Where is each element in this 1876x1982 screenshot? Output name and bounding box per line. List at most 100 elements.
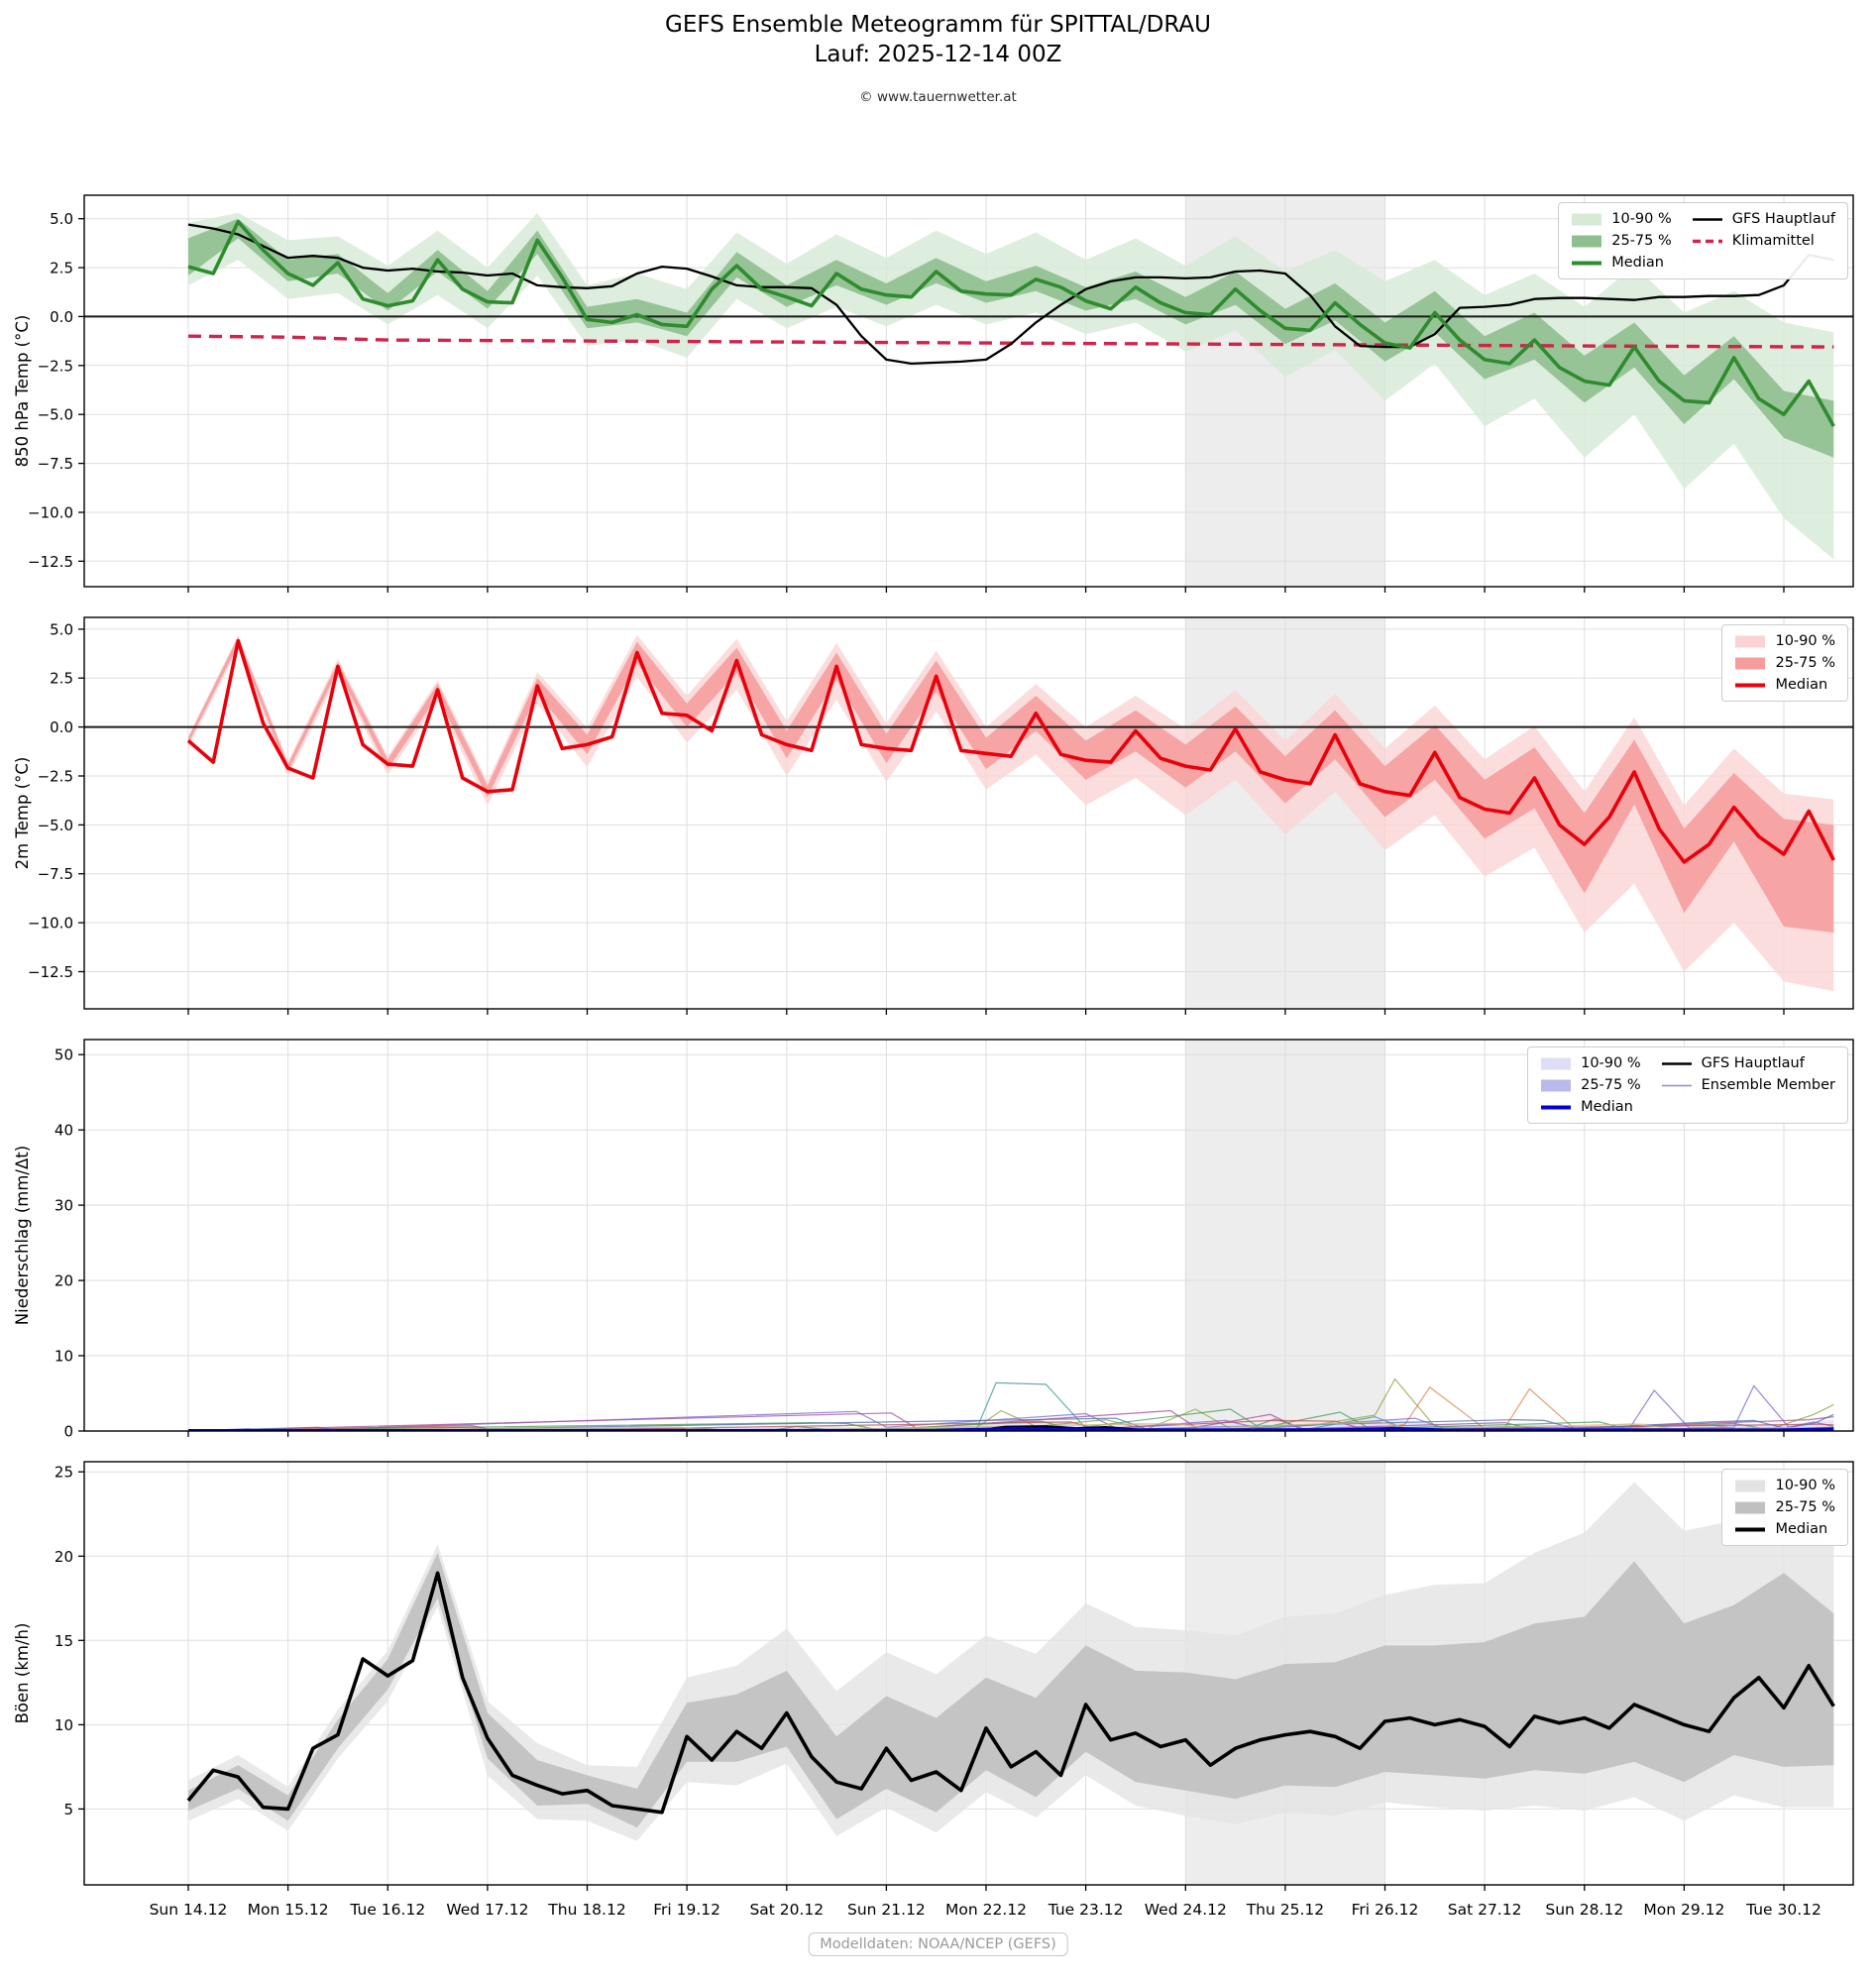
- band-25-75: [188, 218, 1834, 458]
- x-tick-label: Thu 18.12: [547, 1901, 625, 1919]
- legend-label: 10-90 %: [1611, 211, 1672, 227]
- y-axis-label: 2m Temp (°C): [13, 757, 32, 870]
- y-tick-label: −12.5: [28, 553, 73, 571]
- legend-swatch-icon: [1572, 235, 1602, 247]
- x-tick-label: Sun 28.12: [1545, 1901, 1623, 1919]
- y-tick-label: 10: [55, 1348, 73, 1366]
- legend-precip: 10-90 % 25-75 % Median GFS Hauptlauf Ensembl…: [1527, 1046, 1848, 1124]
- median-line: [187, 219, 1835, 427]
- y-tick-label: 2.5: [50, 670, 73, 688]
- legend-entry: GFS Hauptlauf: [1661, 1055, 1835, 1071]
- legend-gusts: 10-90 % 25-75 % Median: [1721, 1469, 1848, 1546]
- y-tick-label: −2.5: [38, 357, 73, 375]
- x-tick-label: Tue 16.12: [349, 1901, 425, 1919]
- legend-swatch-icon: [1735, 683, 1766, 687]
- legend-entry: 10-90 %: [1734, 1478, 1835, 1493]
- x-tick-label: Thu 25.12: [1246, 1901, 1324, 1919]
- legend-label: Median: [1611, 255, 1664, 271]
- y-tick-label: 20: [55, 1272, 73, 1290]
- gfs-hauptlauf-line: [187, 223, 1834, 366]
- y-tick-label: 0.0: [50, 718, 73, 736]
- y-axis-label: Böen (km/h): [13, 1623, 32, 1724]
- legend-entry: 25-75 %: [1734, 1499, 1835, 1515]
- copyright-note: © www.tauernwetter.at: [859, 89, 1017, 105]
- legend-label: Median: [1775, 1521, 1828, 1537]
- y-tick-label: −2.5: [38, 768, 73, 786]
- x-tick-label: Tue 23.12: [1048, 1901, 1124, 1919]
- legend-label: 10-90 %: [1581, 1055, 1641, 1071]
- band-25-75: [188, 636, 1834, 933]
- y-tick-label: 50: [55, 1046, 73, 1064]
- legend-swatch-icon: [1692, 217, 1722, 221]
- legend-entry: 10-90 %: [1734, 633, 1835, 649]
- legend-label: Median: [1775, 677, 1828, 693]
- legend-swatch-icon: [1661, 1084, 1692, 1086]
- legend-entry: Median: [1571, 255, 1672, 271]
- y-tick-label: 5.0: [50, 620, 73, 638]
- model-credit-badge: Modelldaten: NOAA/NCEP (GEFS): [808, 1932, 1068, 1956]
- y-tick-label: 10: [55, 1716, 73, 1734]
- legend-swatch-icon: [1661, 1061, 1692, 1065]
- legend-label: GFS Hauptlauf: [1701, 1055, 1805, 1071]
- y-tick-label: 15: [55, 1632, 73, 1650]
- legend-label: Ensemble Member: [1701, 1077, 1835, 1093]
- legend-entry: GFS Hauptlauf: [1692, 211, 1835, 227]
- y-axis-label: Niederschlag (mm/Δt): [13, 1146, 32, 1325]
- x-tick-label: Sun 14.12: [150, 1901, 228, 1919]
- legend-label: 25-75 %: [1611, 233, 1672, 249]
- legend-label: 25-75 %: [1775, 1499, 1835, 1515]
- legend-swatch-icon: [1572, 213, 1602, 225]
- legend-entry: Klimamittel: [1692, 233, 1835, 249]
- x-tick-label: Mon 22.12: [945, 1901, 1027, 1919]
- header: GEFS Ensemble Meteogramm für SPITTAL/DRA…: [0, 0, 1876, 105]
- x-tick-label: Fri 26.12: [1352, 1901, 1419, 1919]
- x-tick-label: Mon 29.12: [1643, 1901, 1724, 1919]
- legend-label: 10-90 %: [1775, 633, 1835, 649]
- legend-t850: 10-90 % 25-75 % Median GFS Hauptlauf Klimami…: [1558, 202, 1848, 279]
- median-line: [186, 638, 1835, 864]
- ensemble-member-line: [187, 1408, 1834, 1431]
- run-subtitle: Lauf: 2025-12-14 00Z: [814, 42, 1062, 67]
- y-tick-label: 20: [55, 1548, 73, 1566]
- x-tick-label: Fri 19.12: [653, 1901, 720, 1919]
- legend-swatch-icon: [1735, 1501, 1766, 1513]
- y-axis-label: 850 hPa Temp (°C): [13, 315, 32, 468]
- panel-gusts: 5 10 15 20 25 Böen (km/h): [13, 1461, 1854, 1891]
- x-tick-label: Mon 15.12: [248, 1901, 329, 1919]
- legend-swatch-icon: [1692, 239, 1722, 243]
- x-tick-label: Wed 17.12: [446, 1901, 528, 1919]
- y-tick-label: −5.0: [38, 406, 73, 424]
- panel-t850: 5.0 2.5 0.0 −2.5 −5.0 −7.5 −10.0 −12.5 850 hPa T…: [13, 194, 1854, 593]
- legend-swatch-icon: [1541, 1079, 1572, 1091]
- legend-label: 25-75 %: [1581, 1077, 1641, 1093]
- y-tick-label: 0: [63, 1423, 73, 1441]
- y-tick-label: −10.0: [28, 504, 73, 522]
- y-tick-label: −12.5: [28, 963, 73, 981]
- legend-label: 10-90 %: [1775, 1478, 1835, 1493]
- legend-entry: 10-90 %: [1571, 211, 1672, 227]
- legend-swatch-icon: [1735, 635, 1766, 647]
- median-line: [187, 1426, 1834, 1431]
- x-tick-label: Sun 21.12: [847, 1901, 926, 1919]
- x-tick-label: Tue 30.12: [1745, 1901, 1821, 1919]
- y-tick-label: 40: [55, 1122, 73, 1140]
- y-tick-label: 25: [55, 1464, 73, 1482]
- legend-swatch-icon: [1735, 657, 1766, 669]
- panel-t2m: 5.0 2.5 0.0 −2.5 −5.0 −7.5 −10.0 −12.5 2m Temp (…: [13, 616, 1854, 1015]
- legend-entry: 25-75 %: [1571, 233, 1672, 249]
- legend-entry: Median: [1540, 1099, 1641, 1115]
- legend-swatch-icon: [1572, 261, 1602, 265]
- x-tick-label: Wed 24.12: [1145, 1901, 1227, 1919]
- klimamittel-line: [187, 334, 1834, 349]
- legend-swatch-icon: [1735, 1480, 1766, 1491]
- legend-entry: 25-75 %: [1540, 1077, 1641, 1093]
- page-title: GEFS Ensemble Meteogramm für SPITTAL/DRA…: [665, 12, 1211, 38]
- y-tick-label: 2.5: [50, 260, 73, 277]
- legend-label: GFS Hauptlauf: [1731, 211, 1835, 227]
- legend-entry: 10-90 %: [1540, 1055, 1641, 1071]
- legend-label: Median: [1581, 1099, 1633, 1115]
- legend-entry: 25-75 %: [1734, 655, 1835, 671]
- median-line: [186, 1571, 1835, 1815]
